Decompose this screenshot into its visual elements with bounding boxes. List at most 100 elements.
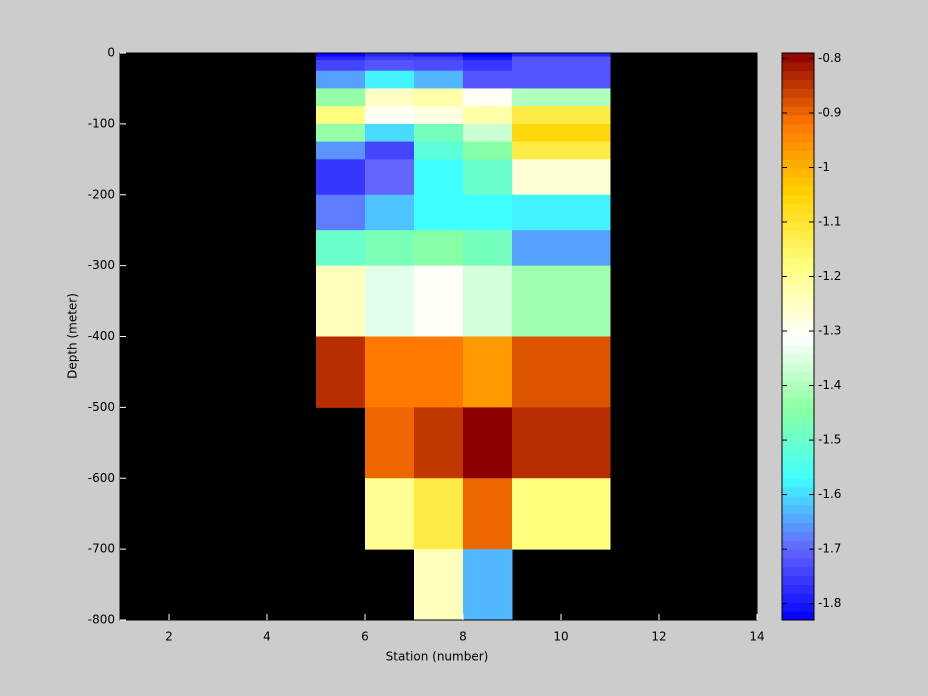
- colorbar-swatch: [782, 239, 814, 249]
- colorbar-swatch: [782, 194, 814, 205]
- x-tick-label: 6: [361, 630, 369, 644]
- heatmap-cell: [365, 230, 415, 267]
- colorbar-tick-label: -1.3: [818, 324, 841, 338]
- colorbar-swatch: [782, 363, 814, 373]
- heatmap-cell: [316, 123, 366, 143]
- colorbar-frame: [781, 52, 815, 621]
- colorbar-swatch: [782, 309, 814, 320]
- heatmap-cell: [512, 230, 611, 267]
- heatmap-cell: [365, 159, 415, 196]
- heatmap-cell: [414, 53, 464, 58]
- colorbar-swatch: [782, 495, 814, 506]
- heatmap-cell: [463, 194, 513, 231]
- heatmap-cell: [414, 336, 464, 408]
- colorbar-swatch: [782, 575, 814, 586]
- y-tick-label: -300: [88, 258, 115, 272]
- heatmap-cell: [365, 123, 415, 143]
- heatmap-cell: [414, 407, 464, 479]
- colorbar-swatch: [782, 247, 814, 258]
- colorbar-swatch: [782, 451, 814, 462]
- colorbar-swatch: [782, 274, 814, 284]
- x-tick-label: 10: [553, 630, 568, 644]
- colorbar-swatch: [782, 540, 814, 550]
- heatmap-cell: [316, 336, 366, 408]
- colorbar-tick-label: -1.7: [818, 542, 841, 556]
- colorbar-swatch: [782, 513, 814, 524]
- heatmap-cell: [414, 265, 464, 337]
- colorbar-tick-label: -1.6: [818, 487, 841, 501]
- colorbar-swatch: [782, 398, 814, 408]
- y-tick-label: -500: [88, 400, 115, 414]
- colorbar-swatch: [782, 203, 814, 213]
- x-tick-label: 4: [263, 630, 271, 644]
- colorbar-swatch: [782, 106, 814, 116]
- heatmap-cell: [512, 88, 611, 107]
- heatmap-cell: [316, 88, 366, 107]
- heatmap-cell: [463, 106, 513, 125]
- heatmap-cell: [365, 60, 415, 72]
- colorbar-swatch: [782, 212, 814, 222]
- colorbar-swatch: [782, 327, 814, 337]
- y-axis-label: Depth (meter): [66, 293, 80, 379]
- heatmap-cell: [463, 53, 513, 58]
- heatmap-cell: [365, 478, 415, 550]
- colorbar-swatch: [782, 460, 814, 470]
- heatmap-cell: [512, 53, 611, 58]
- colorbar-swatch: [782, 221, 814, 231]
- colorbar-swatch: [782, 584, 814, 594]
- heatmap-cell: [316, 141, 366, 160]
- x-axis-label: Station (number): [386, 650, 489, 664]
- heatmap-cell: [463, 70, 513, 89]
- colorbar-swatch: [782, 318, 814, 329]
- heatmap-cell: [365, 88, 415, 107]
- heatmap-cell: [365, 56, 415, 61]
- heatmap-cell: [512, 106, 611, 125]
- heatmap-cell: [414, 88, 464, 107]
- heatmap-cell: [365, 106, 415, 125]
- heatmap-cell: [316, 60, 366, 72]
- colorbar-swatch: [782, 407, 814, 417]
- colorbar-tick-label: -1.4: [818, 378, 841, 392]
- heatmap-cell: [316, 106, 366, 125]
- colorbar-swatch: [782, 557, 814, 568]
- heatmap-cell: [512, 407, 611, 479]
- x-tick-label: 8: [459, 630, 467, 644]
- colorbar-swatch: [782, 469, 814, 479]
- heatmap-cell: [463, 478, 513, 550]
- heatmap-cell: [463, 159, 513, 196]
- heatmap-cell: [414, 56, 464, 61]
- heatmap-cell: [414, 159, 464, 196]
- colorbar-swatch: [782, 159, 814, 169]
- y-tick-label: 0: [107, 46, 115, 60]
- heatmap-cell: [365, 53, 415, 58]
- y-tick-label: -400: [88, 329, 115, 343]
- colorbar-swatch: [782, 531, 814, 541]
- colorbar-swatch: [782, 141, 814, 151]
- colorbar-swatch: [782, 53, 814, 63]
- y-tick-label: -200: [88, 187, 115, 201]
- colorbar-swatch: [782, 389, 814, 400]
- colorbar-swatch: [782, 301, 814, 311]
- y-tick-label: -800: [88, 613, 115, 627]
- heatmap-cell: [365, 70, 415, 89]
- colorbar-swatch: [782, 371, 814, 382]
- colorbar-tick-label: -0.9: [818, 105, 841, 119]
- colorbar-swatch: [782, 549, 814, 559]
- heatmap-cell: [512, 56, 611, 61]
- colorbar-swatch: [782, 380, 814, 391]
- colorbar-swatch: [782, 97, 814, 107]
- heatmap-cell: [316, 230, 366, 267]
- heatmap-cell: [512, 265, 611, 337]
- heatmap-cell: [316, 53, 366, 58]
- colorbar-swatch: [782, 566, 814, 577]
- colorbar-swatch: [782, 292, 814, 302]
- heatmap-cell: [463, 336, 513, 408]
- colorbar-swatch: [782, 88, 814, 98]
- heatmap-cell: [414, 60, 464, 72]
- colorbar-swatch: [782, 602, 814, 612]
- heatmap-cell: [463, 407, 513, 479]
- colorbar-tick-label: -1.1: [818, 215, 841, 229]
- heatmap-cell: [414, 106, 464, 125]
- colorbar-swatch: [782, 230, 814, 240]
